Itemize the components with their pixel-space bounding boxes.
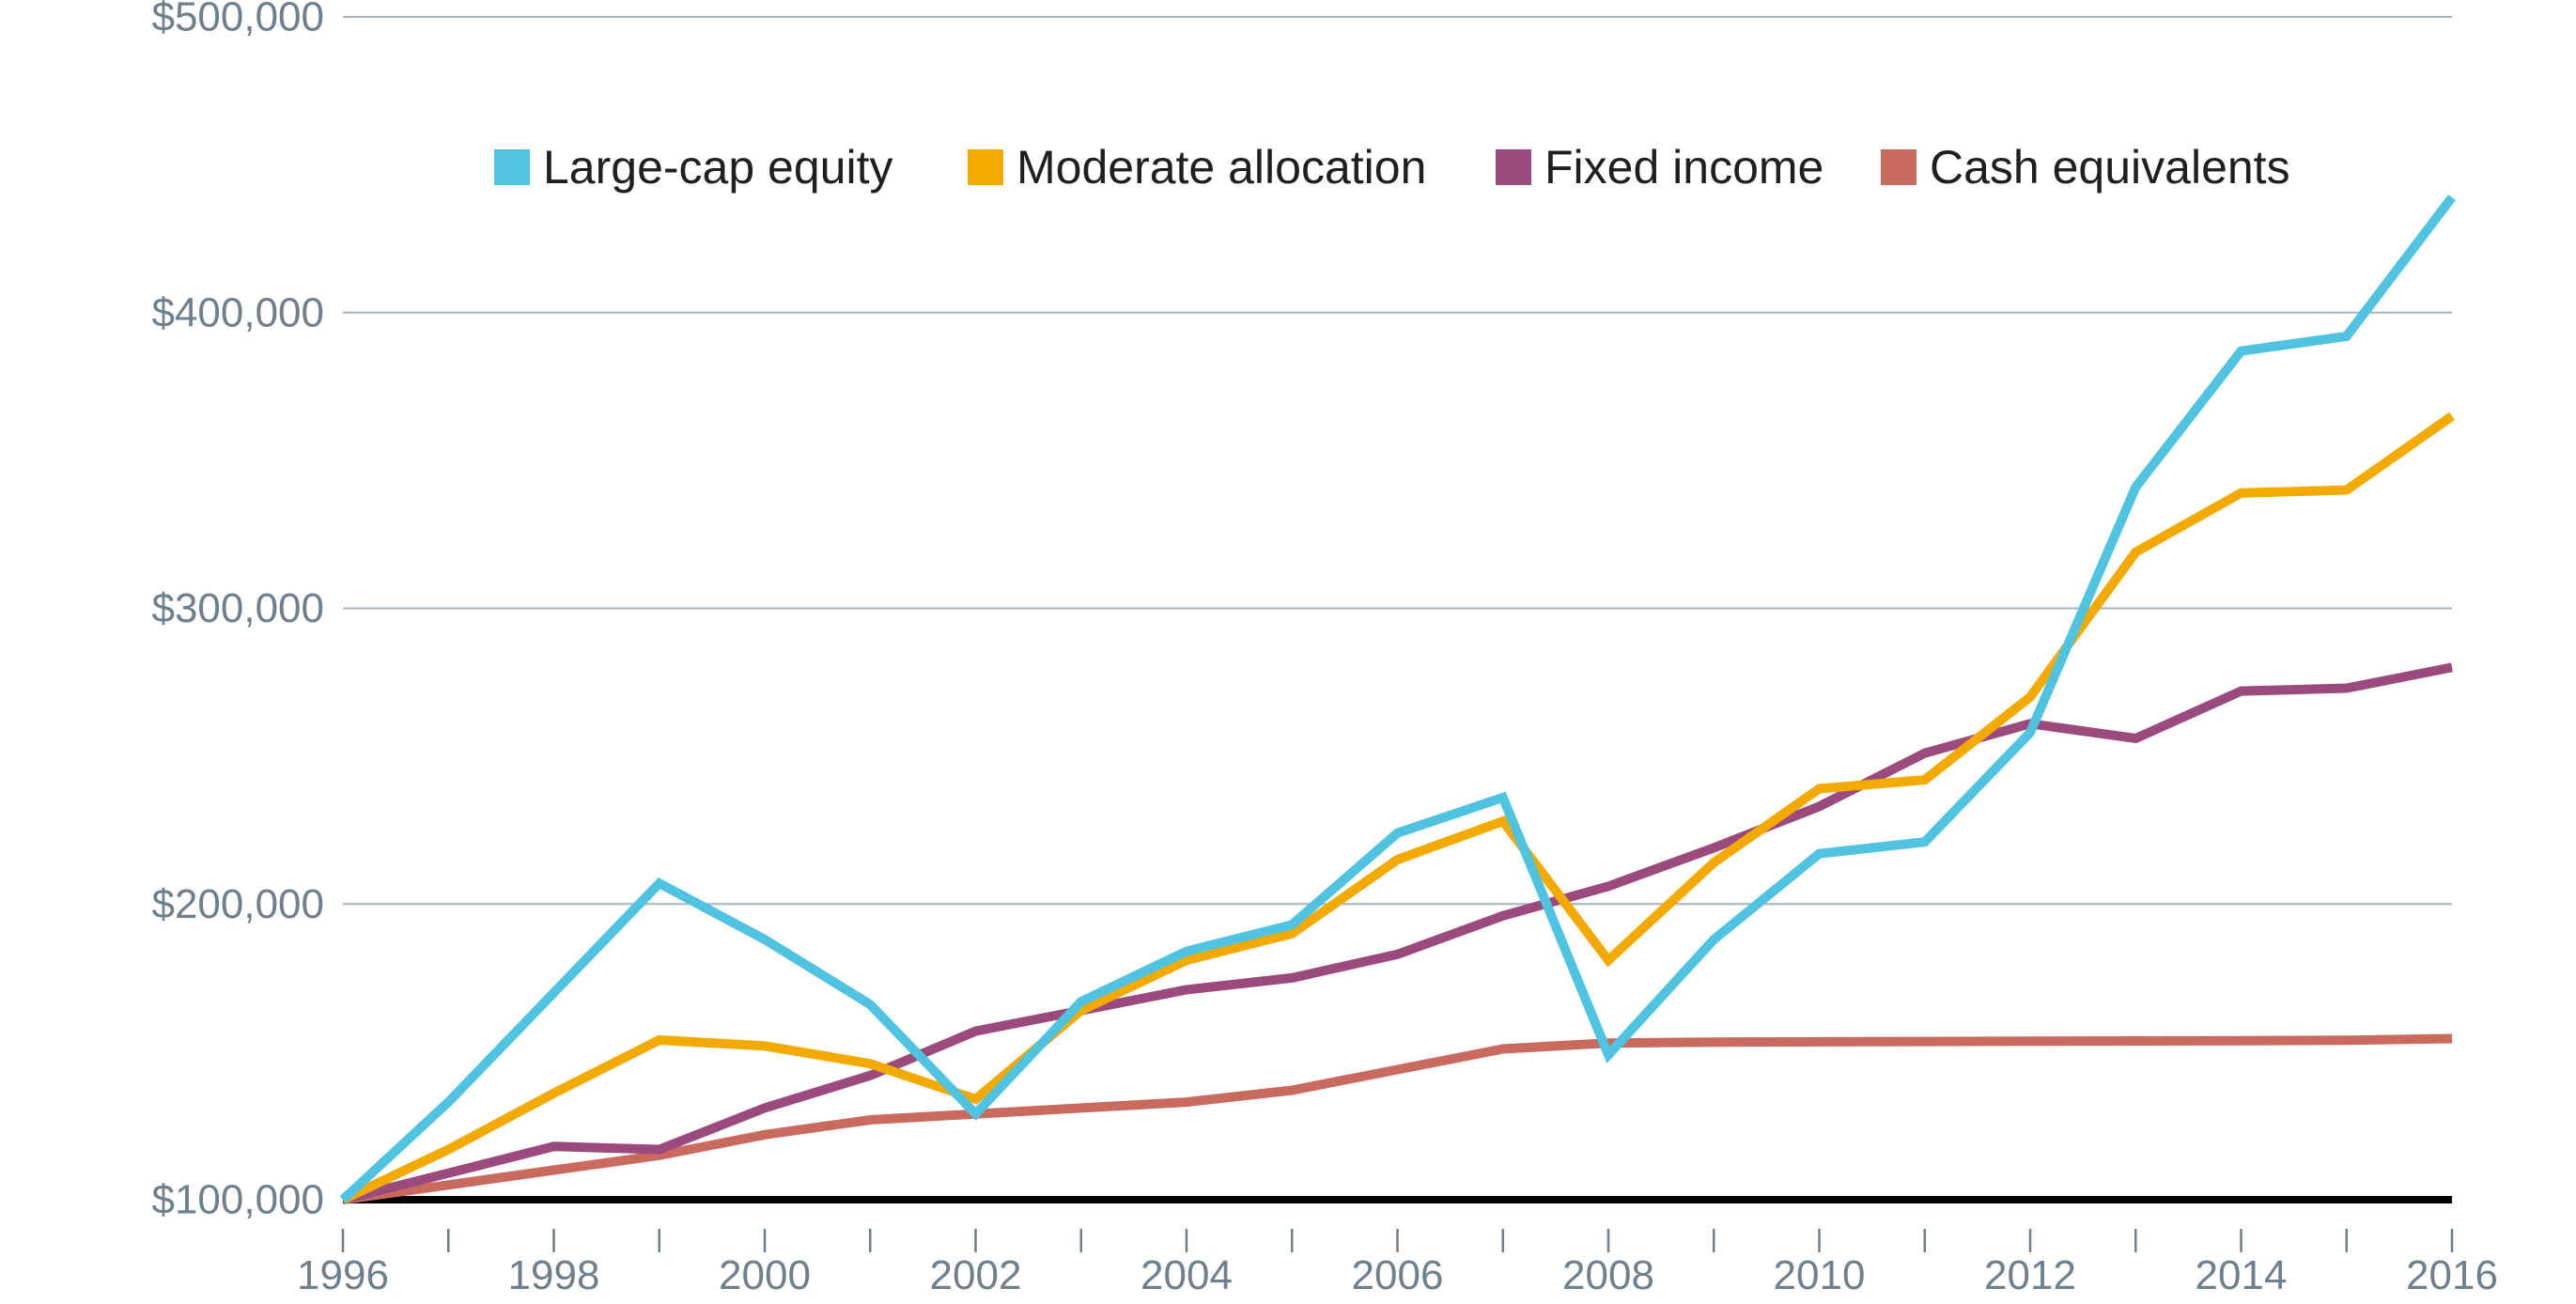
legend-swatch-cash-equivalents <box>1881 149 1916 185</box>
x-tick-label: 2000 <box>719 1252 811 1298</box>
x-tick-label: 2014 <box>2196 1252 2288 1298</box>
legend: Large-cap equity Moderate allocation Fixed… <box>494 141 2290 194</box>
x-tick-label: 2010 <box>1774 1252 1866 1298</box>
legend-swatch-moderate-allocation <box>968 149 1003 185</box>
y-tick-label: $200,000 <box>151 881 324 927</box>
series-line-cash-equivalents <box>342 1033 2453 1204</box>
x-tick-label: 2016 <box>2406 1252 2498 1298</box>
x-tick-label: 2008 <box>1562 1252 1654 1298</box>
legend-label-cash-equivalents: Cash equivalents <box>1930 141 2290 194</box>
series-lines <box>339 194 2456 1204</box>
x-tick-label: 2002 <box>930 1252 1022 1298</box>
y-tick-label: $100,000 <box>151 1177 324 1223</box>
x-axis: 1996 1998 2000 2002 2004 2006 2008 2010 2012 2014… <box>297 1196 2498 1298</box>
y-tick-label: $300,000 <box>151 585 324 631</box>
series-line-moderate-allocation <box>340 411 2455 1204</box>
series-line-fixed-income <box>341 662 2453 1204</box>
y-tick-label: $400,000 <box>151 289 324 335</box>
legend-label-large-cap-equity: Large-cap equity <box>543 141 892 194</box>
legend-swatch-fixed-income <box>1496 149 1531 185</box>
series-line-large-cap-equity <box>339 194 2456 1203</box>
legend-label-fixed-income: Fixed income <box>1544 141 1823 194</box>
legend-label-moderate-allocation: Moderate allocation <box>1016 141 1426 194</box>
y-axis-tick-labels: $100,000 $200,000 $300,000 $400,000 $500,000 <box>151 0 324 1223</box>
x-tick-label: 2006 <box>1352 1252 1444 1298</box>
legend-swatch-large-cap-equity <box>494 149 530 185</box>
x-tick-label: 2012 <box>1984 1252 2076 1298</box>
y-tick-label: $500,000 <box>151 0 324 40</box>
x-tick-label: 1998 <box>508 1252 600 1298</box>
x-tick-label: 1996 <box>297 1252 389 1298</box>
x-tick-label: 2004 <box>1141 1252 1233 1298</box>
